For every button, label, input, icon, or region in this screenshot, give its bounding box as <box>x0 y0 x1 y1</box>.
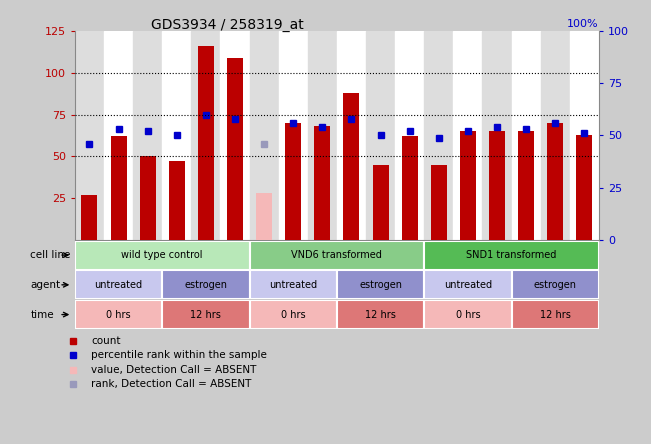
Bar <box>249 270 337 299</box>
Bar <box>162 300 249 329</box>
Bar <box>512 270 599 299</box>
Bar <box>75 31 104 240</box>
Bar <box>308 31 337 240</box>
Bar <box>111 136 126 240</box>
Bar <box>453 31 482 240</box>
Bar <box>460 131 476 240</box>
Bar <box>402 136 418 240</box>
Bar <box>249 300 337 329</box>
Text: 0 hrs: 0 hrs <box>106 309 131 320</box>
Bar <box>424 300 512 329</box>
Text: rank, Detection Call = ABSENT: rank, Detection Call = ABSENT <box>91 379 252 389</box>
Bar <box>249 31 279 240</box>
Text: 12 hrs: 12 hrs <box>191 309 221 320</box>
Bar <box>372 165 389 240</box>
Bar <box>162 270 249 299</box>
Bar <box>570 31 599 240</box>
Bar <box>279 31 308 240</box>
Bar <box>547 123 563 240</box>
Bar <box>395 31 424 240</box>
Text: time: time <box>31 309 54 320</box>
Text: percentile rank within the sample: percentile rank within the sample <box>91 350 268 360</box>
Bar <box>482 31 512 240</box>
Bar <box>541 31 570 240</box>
Text: 12 hrs: 12 hrs <box>365 309 396 320</box>
Text: SND1 transformed: SND1 transformed <box>466 250 557 260</box>
Text: 100%: 100% <box>567 19 599 29</box>
Bar <box>81 194 98 240</box>
Bar <box>249 241 424 270</box>
Text: estrogen: estrogen <box>184 280 227 290</box>
Bar <box>75 270 162 299</box>
Bar <box>221 31 249 240</box>
Bar <box>512 300 599 329</box>
Text: estrogen: estrogen <box>359 280 402 290</box>
Bar <box>518 131 534 240</box>
Bar <box>104 31 133 240</box>
Bar <box>512 31 541 240</box>
Text: value, Detection Call = ABSENT: value, Detection Call = ABSENT <box>91 365 256 375</box>
Bar <box>191 31 221 240</box>
Bar <box>424 270 512 299</box>
Text: estrogen: estrogen <box>534 280 577 290</box>
Bar <box>431 165 447 240</box>
Bar <box>337 300 424 329</box>
Text: untreated: untreated <box>94 280 143 290</box>
Text: untreated: untreated <box>444 280 492 290</box>
Bar <box>576 135 592 240</box>
Bar <box>344 93 359 240</box>
Bar <box>198 46 214 240</box>
Bar <box>256 193 272 240</box>
Bar <box>162 31 191 240</box>
Bar <box>227 58 243 240</box>
Text: 0 hrs: 0 hrs <box>456 309 480 320</box>
Bar <box>169 161 185 240</box>
Bar <box>337 270 424 299</box>
Bar <box>337 31 366 240</box>
Bar <box>75 300 162 329</box>
Text: count: count <box>91 336 121 346</box>
Text: wild type control: wild type control <box>122 250 203 260</box>
Bar <box>489 131 505 240</box>
Bar <box>140 156 156 240</box>
Text: GDS3934 / 258319_at: GDS3934 / 258319_at <box>152 18 304 32</box>
Bar <box>314 126 330 240</box>
Bar <box>366 31 395 240</box>
Bar <box>133 31 162 240</box>
Text: VND6 transformed: VND6 transformed <box>292 250 382 260</box>
Text: untreated: untreated <box>269 280 317 290</box>
Bar <box>424 241 599 270</box>
Bar <box>285 123 301 240</box>
Text: agent: agent <box>31 280 61 290</box>
Text: 0 hrs: 0 hrs <box>281 309 305 320</box>
Text: cell line: cell line <box>31 250 71 260</box>
Bar <box>424 31 453 240</box>
Text: 12 hrs: 12 hrs <box>540 309 571 320</box>
Bar <box>75 241 249 270</box>
